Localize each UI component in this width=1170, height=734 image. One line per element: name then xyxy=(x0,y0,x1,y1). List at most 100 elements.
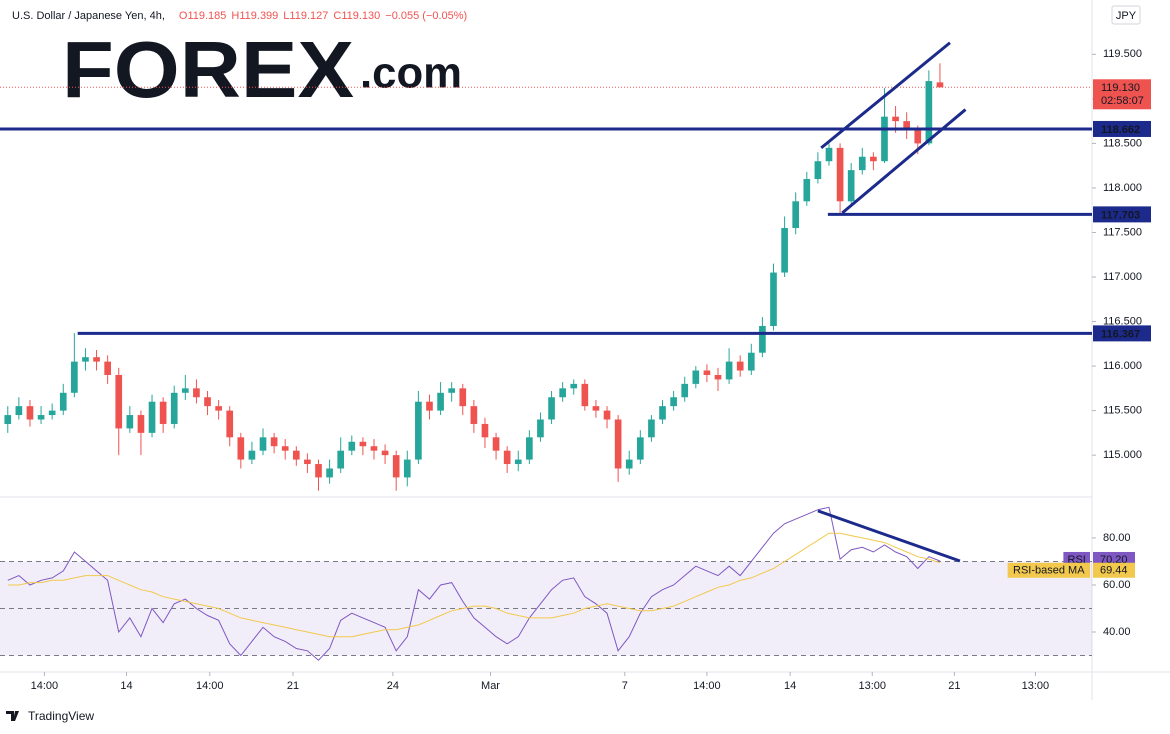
candle-body xyxy=(459,388,467,407)
candle-body xyxy=(526,437,533,460)
ohlc-low: L119.127 xyxy=(283,10,328,22)
x-tick-label: 21 xyxy=(948,680,960,692)
y-tick-label: 40.00 xyxy=(1103,626,1131,638)
candle-body xyxy=(148,401,156,433)
candle-body xyxy=(470,406,478,424)
tv-icon xyxy=(6,711,19,721)
x-tick-label: 13:00 xyxy=(859,680,887,692)
candle-body xyxy=(659,406,666,420)
candle-body xyxy=(359,441,367,447)
candle-body xyxy=(714,374,722,380)
candle-body xyxy=(492,437,500,451)
x-tick-label: 14:00 xyxy=(693,680,721,692)
candle-body xyxy=(315,464,322,478)
candle-body xyxy=(570,383,578,389)
currency: JPY xyxy=(1116,10,1137,22)
candle-body xyxy=(692,370,700,384)
level-label: 118.662 xyxy=(1101,124,1140,136)
candle-body xyxy=(326,468,333,478)
candle-body xyxy=(792,201,800,229)
y-tick-label: 118.000 xyxy=(1103,182,1142,194)
last-price-label: 119.130 xyxy=(1101,82,1140,94)
x-tick-label: 24 xyxy=(387,680,399,692)
candle-body xyxy=(292,450,300,460)
candle-body xyxy=(603,410,611,420)
candle-body xyxy=(903,121,910,131)
candle-body xyxy=(159,401,167,424)
candle-body xyxy=(37,415,45,420)
candle-body xyxy=(592,406,600,411)
candle-body xyxy=(836,147,844,202)
x-tick-label: 21 xyxy=(287,680,299,692)
candle-body xyxy=(437,392,444,411)
x-tick-label: 14 xyxy=(784,680,796,692)
x-tick-label: 14 xyxy=(120,680,132,692)
candle-body xyxy=(770,272,777,326)
candle-body xyxy=(115,374,123,429)
candle-body xyxy=(448,388,455,393)
candle-body xyxy=(858,156,866,171)
candle-body xyxy=(237,437,245,460)
level-label-box xyxy=(1093,206,1151,223)
candle-body xyxy=(4,415,12,424)
candle-body xyxy=(870,156,877,162)
candle-body xyxy=(215,406,222,411)
symbol-title: U.S. Dollar / Japanese Yen, 4h, xyxy=(12,10,165,22)
candle-body xyxy=(71,361,78,393)
y-tick-label: 60.00 xyxy=(1103,579,1131,591)
x-tick-label: 14:00 xyxy=(196,680,224,692)
candle-body xyxy=(881,116,888,162)
trendline xyxy=(817,509,961,563)
value-label-box xyxy=(1093,562,1135,578)
candle-body xyxy=(204,397,211,407)
candle-body xyxy=(15,406,23,416)
candle-body xyxy=(892,116,899,122)
candle-body xyxy=(759,325,766,353)
level-label: 116.367 xyxy=(1101,328,1140,340)
candle-body xyxy=(348,441,356,451)
candle-body xyxy=(781,228,788,273)
countdown: 02:58:07 xyxy=(1101,95,1144,107)
candle-body xyxy=(747,352,755,371)
ohlc-close: C119.130 xyxy=(333,10,380,22)
x-tick-label: Mar xyxy=(481,680,500,692)
y-tick-label: 119.500 xyxy=(1103,48,1142,60)
footer-brand: TradingView xyxy=(28,709,94,723)
ohlc-open: O119.185 xyxy=(179,10,227,22)
level-label-box xyxy=(1093,325,1151,342)
tv-logo xyxy=(6,711,19,721)
candle-body xyxy=(93,357,100,362)
candle-body xyxy=(481,423,489,438)
y-tick-label: 80.00 xyxy=(1103,532,1131,544)
legend-name: RSI-based MA xyxy=(1013,565,1085,577)
candle-body xyxy=(248,450,256,460)
candle-body xyxy=(681,383,689,398)
candle-body xyxy=(814,161,822,180)
currency-box[interactable] xyxy=(1111,5,1141,25)
candle-body xyxy=(26,406,34,420)
header: U.S. Dollar / Japanese Yen, 4h, O119.185 H… xyxy=(12,10,467,22)
series-line xyxy=(7,506,941,661)
ohlc-change: −0.055 (−0.05%) xyxy=(385,10,467,22)
candle-body xyxy=(614,419,622,469)
candle-body xyxy=(559,388,566,398)
candle-body xyxy=(370,446,378,451)
candle-body xyxy=(670,397,677,407)
candle-body xyxy=(193,388,200,398)
y-tick-label: 117.500 xyxy=(1103,226,1142,238)
logo-suffix: .com xyxy=(360,49,462,98)
candle-body xyxy=(137,415,145,433)
candle-body xyxy=(514,459,522,465)
candle-body xyxy=(581,383,589,407)
candle-body xyxy=(337,450,345,469)
y-tick-label: 118.500 xyxy=(1103,137,1142,149)
candle-body xyxy=(703,370,711,375)
y-tick-label: 115.500 xyxy=(1103,405,1142,417)
candle-body xyxy=(415,401,422,460)
candle-body xyxy=(925,81,933,144)
logo-brand: FOREX xyxy=(62,25,354,114)
candle-body xyxy=(270,437,278,447)
